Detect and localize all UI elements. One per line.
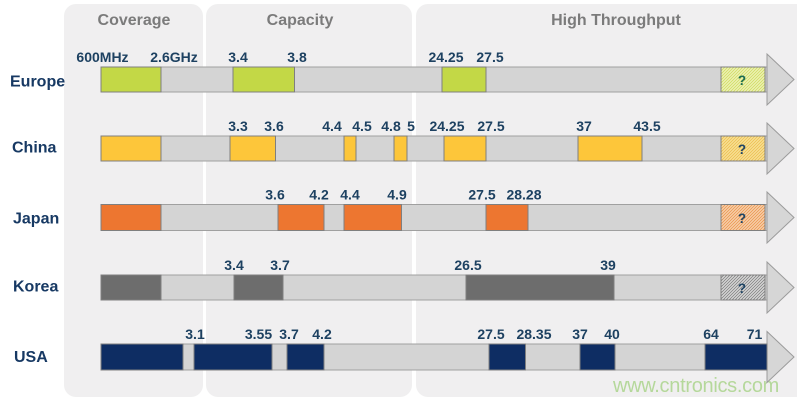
svg-text:3.3: 3.3 (228, 118, 248, 134)
svg-text:Japan: Japan (13, 211, 59, 228)
svg-text:27.5: 27.5 (468, 187, 495, 203)
svg-text:3.7: 3.7 (279, 326, 299, 342)
svg-text:600MHz: 600MHz (76, 49, 128, 65)
svg-text:27.5: 27.5 (477, 326, 504, 342)
svg-text:4.8: 4.8 (381, 118, 401, 134)
svg-text:3.6: 3.6 (264, 118, 284, 134)
svg-text:39: 39 (600, 257, 616, 273)
svg-text:3.4: 3.4 (228, 49, 248, 65)
svg-text:4.4: 4.4 (322, 118, 342, 134)
svg-text:3.7: 3.7 (270, 257, 290, 273)
svg-text:43.5: 43.5 (633, 118, 660, 134)
svg-text:4.9: 4.9 (387, 187, 407, 203)
svg-text:3.55: 3.55 (245, 326, 272, 342)
svg-text:Korea: Korea (13, 279, 58, 296)
svg-text:Europe: Europe (10, 74, 65, 91)
svg-text:4.2: 4.2 (312, 326, 332, 342)
svg-text:3.4: 3.4 (224, 257, 244, 273)
svg-text:37: 37 (576, 118, 592, 134)
svg-text:4.4: 4.4 (340, 187, 360, 203)
svg-text:27.5: 27.5 (476, 49, 503, 65)
svg-text:www.cntronics.com: www.cntronics.com (612, 375, 779, 397)
svg-text:4.2: 4.2 (309, 187, 329, 203)
svg-text:26.5: 26.5 (454, 257, 481, 273)
svg-text:?: ? (738, 281, 746, 296)
svg-text:5: 5 (407, 118, 415, 134)
svg-text:3.6: 3.6 (265, 187, 285, 203)
svg-text:64: 64 (703, 326, 719, 342)
svg-text:71: 71 (747, 326, 763, 342)
svg-text:2.6GHz: 2.6GHz (150, 49, 197, 65)
svg-text:USA: USA (14, 349, 48, 366)
svg-text:40: 40 (604, 326, 620, 342)
svg-text:?: ? (738, 211, 746, 226)
svg-text:28.28: 28.28 (506, 187, 541, 203)
svg-text:Coverage: Coverage (98, 12, 171, 29)
svg-text:Capacity: Capacity (267, 12, 334, 29)
svg-text:?: ? (738, 142, 746, 157)
svg-text:4.5: 4.5 (352, 118, 372, 134)
svg-text:China: China (12, 140, 57, 157)
svg-text:High Throughput: High Throughput (551, 12, 681, 29)
svg-text:37: 37 (572, 326, 588, 342)
svg-text:24.25: 24.25 (428, 49, 463, 65)
svg-text:3.1: 3.1 (185, 326, 205, 342)
svg-text:24.25: 24.25 (429, 118, 464, 134)
svg-text:3.8: 3.8 (287, 49, 307, 65)
svg-text:?: ? (738, 73, 746, 88)
svg-text:27.5: 27.5 (477, 118, 504, 134)
svg-text:28.35: 28.35 (516, 326, 551, 342)
